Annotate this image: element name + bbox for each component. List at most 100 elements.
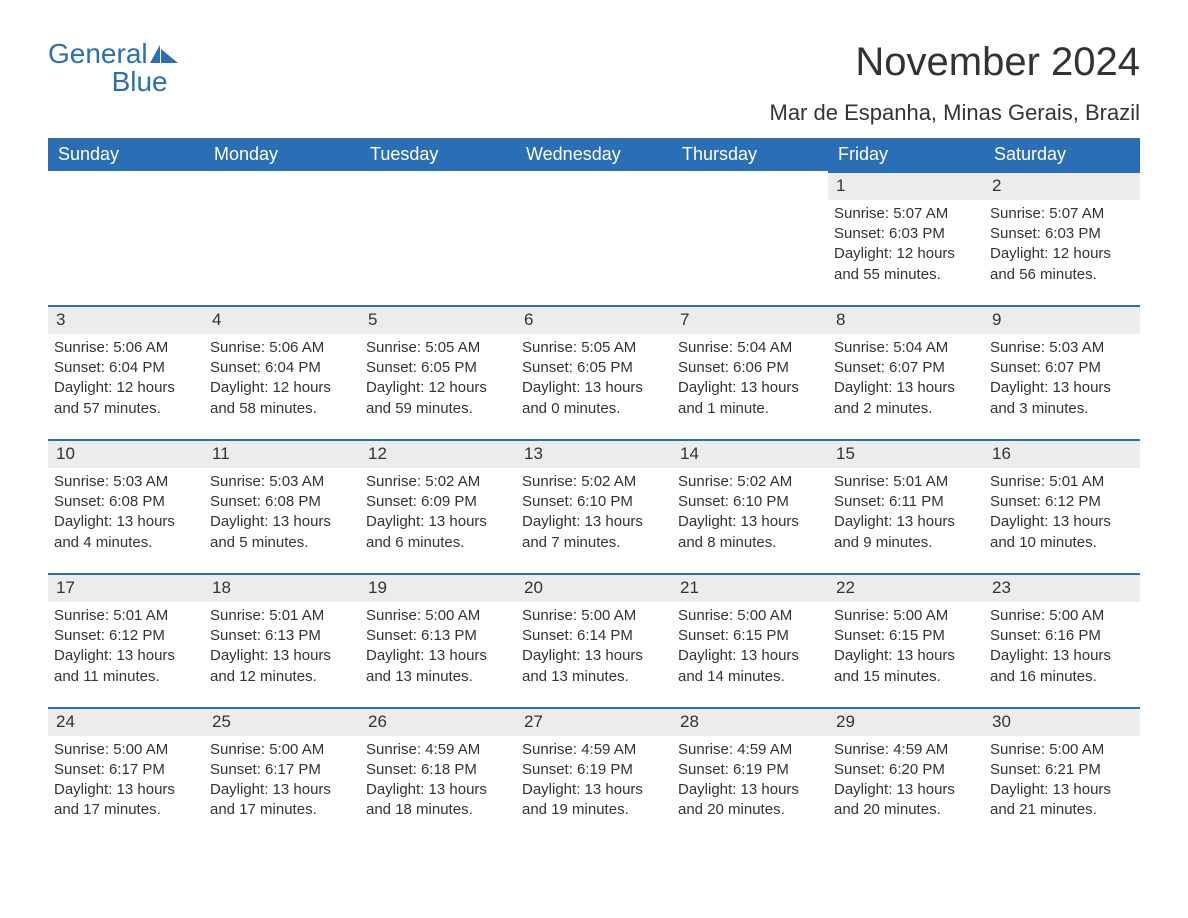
daylight-text: Daylight: 13 hours and 14 minutes. bbox=[678, 646, 822, 687]
calendar-day-cell bbox=[360, 171, 516, 305]
calendar-day-cell: 29 Sunrise: 4:59 AMSunset: 6:20 PMDayligh… bbox=[828, 707, 984, 841]
day-number: 21 bbox=[672, 573, 828, 602]
sunrise-text: Sunrise: 5:01 AM bbox=[834, 472, 978, 492]
calendar-day-cell: 3Sunrise: 5:06 AMSunset: 6:04 PMDaylight… bbox=[48, 305, 204, 439]
calendar-day-cell: 16Sunrise: 5:01 AMSunset: 6:12 PMDayligh… bbox=[984, 439, 1140, 573]
daylight-text: Daylight: 12 hours and 56 minutes. bbox=[990, 244, 1134, 285]
calendar-day-cell: 24Sunrise: 5:00 AMSunset: 6:17 PMDayligh… bbox=[48, 707, 204, 841]
sunset-text: Sunset: 6:11 PM bbox=[834, 492, 978, 512]
daylight-text: Daylight: 12 hours and 59 minutes. bbox=[366, 378, 510, 419]
daylight-text: Daylight: 13 hours and 9 minutes. bbox=[834, 512, 978, 553]
calendar-day-cell: 26Sunrise: 4:59 AMSunset: 6:18 PMDayligh… bbox=[360, 707, 516, 841]
sunset-text: Sunset: 6:07 PM bbox=[990, 358, 1134, 378]
day-number: 29 bbox=[828, 707, 984, 736]
daylight-text: Daylight: 13 hours and 2 minutes. bbox=[834, 378, 978, 419]
day-number: 25 bbox=[204, 707, 360, 736]
sunrise-text: Sunrise: 4:59 AM bbox=[834, 740, 978, 760]
daylight-text: Daylight: 13 hours and 3 minutes. bbox=[990, 378, 1134, 419]
day-number: 1 bbox=[828, 171, 984, 200]
calendar-day-cell: 14Sunrise: 5:02 AMSunset: 6:10 PMDayligh… bbox=[672, 439, 828, 573]
day-number: 22 bbox=[828, 573, 984, 602]
calendar-day-cell: 6Sunrise: 5:05 AMSunset: 6:05 PMDaylight… bbox=[516, 305, 672, 439]
sunset-text: Sunset: 6:15 PM bbox=[678, 626, 822, 646]
sunrise-text: Sunrise: 5:02 AM bbox=[522, 472, 666, 492]
sunset-text: Sunset: 6:03 PM bbox=[834, 224, 978, 244]
day-number: 30 bbox=[984, 707, 1140, 736]
day-number: 12 bbox=[360, 439, 516, 468]
daylight-text: Daylight: 13 hours and 17 minutes. bbox=[210, 780, 354, 821]
daylight-text: Daylight: 13 hours and 8 minutes. bbox=[678, 512, 822, 553]
daylight-text: Daylight: 13 hours and 19 minutes. bbox=[522, 780, 666, 821]
calendar-day-cell: 12Sunrise: 5:02 AMSunset: 6:09 PMDayligh… bbox=[360, 439, 516, 573]
day-number: 15 bbox=[828, 439, 984, 468]
sunset-text: Sunset: 6:20 PM bbox=[834, 760, 978, 780]
sunrise-text: Sunrise: 4:59 AM bbox=[366, 740, 510, 760]
sunset-text: Sunset: 6:17 PM bbox=[210, 760, 354, 780]
calendar-day-cell: 7Sunrise: 5:04 AMSunset: 6:06 PMDaylight… bbox=[672, 305, 828, 439]
day-number: 19 bbox=[360, 573, 516, 602]
daylight-text: Daylight: 12 hours and 58 minutes. bbox=[210, 378, 354, 419]
daylight-text: Daylight: 13 hours and 7 minutes. bbox=[522, 512, 666, 553]
page-title: November 2024 bbox=[855, 40, 1140, 85]
sunset-text: Sunset: 6:06 PM bbox=[678, 358, 822, 378]
sunrise-text: Sunrise: 5:07 AM bbox=[834, 204, 978, 224]
calendar-day-cell: 15 Sunrise: 5:01 AMSunset: 6:11 PMDayligh… bbox=[828, 439, 984, 573]
calendar-day-cell: 28Sunrise: 4:59 AMSunset: 6:19 PMDayligh… bbox=[672, 707, 828, 841]
sunrise-text: Sunrise: 5:00 AM bbox=[54, 740, 198, 760]
daylight-text: Daylight: 13 hours and 20 minutes. bbox=[834, 780, 978, 821]
daylight-text: Daylight: 13 hours and 4 minutes. bbox=[54, 512, 198, 553]
weekday-header: Monday bbox=[204, 138, 360, 171]
day-number: 8 bbox=[828, 305, 984, 334]
calendar-day-cell: 5Sunrise: 5:05 AMSunset: 6:05 PMDaylight… bbox=[360, 305, 516, 439]
day-number: 10 bbox=[48, 439, 204, 468]
sunset-text: Sunset: 6:19 PM bbox=[522, 760, 666, 780]
daylight-text: Daylight: 13 hours and 20 minutes. bbox=[678, 780, 822, 821]
calendar-day-cell bbox=[48, 171, 204, 305]
calendar-day-cell: 1Sunrise: 5:07 AMSunset: 6:03 PMDaylight… bbox=[828, 171, 984, 305]
daylight-text: Daylight: 13 hours and 15 minutes. bbox=[834, 646, 978, 687]
calendar-day-cell: 22 Sunrise: 5:00 AMSunset: 6:15 PMDayligh… bbox=[828, 573, 984, 707]
calendar-day-cell: 18Sunrise: 5:01 AMSunset: 6:13 PMDayligh… bbox=[204, 573, 360, 707]
day-number: 17 bbox=[48, 573, 204, 602]
sunrise-text: Sunrise: 5:00 AM bbox=[522, 606, 666, 626]
sunset-text: Sunset: 6:13 PM bbox=[366, 626, 510, 646]
calendar-day-cell: 8Sunrise: 5:04 AMSunset: 6:07 PMDaylight… bbox=[828, 305, 984, 439]
sunset-text: Sunset: 6:15 PM bbox=[834, 626, 978, 646]
calendar-day-cell: 4Sunrise: 5:06 AMSunset: 6:04 PMDaylight… bbox=[204, 305, 360, 439]
sunset-text: Sunset: 6:04 PM bbox=[210, 358, 354, 378]
day-number: 28 bbox=[672, 707, 828, 736]
calendar-week-row: 10Sunrise: 5:03 AMSunset: 6:08 PMDayligh… bbox=[48, 439, 1140, 573]
sunset-text: Sunset: 6:21 PM bbox=[990, 760, 1134, 780]
calendar-day-cell bbox=[204, 171, 360, 305]
daylight-text: Daylight: 12 hours and 57 minutes. bbox=[54, 378, 198, 419]
calendar-day-cell: 10Sunrise: 5:03 AMSunset: 6:08 PMDayligh… bbox=[48, 439, 204, 573]
daylight-text: Daylight: 13 hours and 11 minutes. bbox=[54, 646, 198, 687]
weekday-header: Sunday bbox=[48, 138, 204, 171]
calendar-day-cell: 25Sunrise: 5:00 AMSunset: 6:17 PMDayligh… bbox=[204, 707, 360, 841]
sunrise-text: Sunrise: 5:00 AM bbox=[834, 606, 978, 626]
daylight-text: Daylight: 13 hours and 13 minutes. bbox=[366, 646, 510, 687]
daylight-text: Daylight: 13 hours and 1 minute. bbox=[678, 378, 822, 419]
sunset-text: Sunset: 6:19 PM bbox=[678, 760, 822, 780]
sunset-text: Sunset: 6:12 PM bbox=[54, 626, 198, 646]
calendar-week-row: 3Sunrise: 5:06 AMSunset: 6:04 PMDaylight… bbox=[48, 305, 1140, 439]
sunrise-text: Sunrise: 5:00 AM bbox=[678, 606, 822, 626]
sunrise-text: Sunrise: 5:03 AM bbox=[990, 338, 1134, 358]
sunrise-text: Sunrise: 5:01 AM bbox=[54, 606, 198, 626]
sunrise-text: Sunrise: 5:00 AM bbox=[990, 740, 1134, 760]
weekday-header: Friday bbox=[828, 138, 984, 171]
calendar-week-row: 17Sunrise: 5:01 AMSunset: 6:12 PMDayligh… bbox=[48, 573, 1140, 707]
weekday-header: Tuesday bbox=[360, 138, 516, 171]
sunrise-text: Sunrise: 5:03 AM bbox=[210, 472, 354, 492]
calendar-day-cell: 2Sunrise: 5:07 AMSunset: 6:03 PMDaylight… bbox=[984, 171, 1140, 305]
calendar-day-cell bbox=[516, 171, 672, 305]
day-number: 23 bbox=[984, 573, 1140, 602]
sunset-text: Sunset: 6:16 PM bbox=[990, 626, 1134, 646]
daylight-text: Daylight: 13 hours and 10 minutes. bbox=[990, 512, 1134, 553]
calendar-day-cell: 11Sunrise: 5:03 AMSunset: 6:08 PMDayligh… bbox=[204, 439, 360, 573]
calendar-day-cell: 13Sunrise: 5:02 AMSunset: 6:10 PMDayligh… bbox=[516, 439, 672, 573]
calendar-day-cell: 17 Sunrise: 5:01 AMSunset: 6:12 PMDayligh… bbox=[48, 573, 204, 707]
sunrise-text: Sunrise: 5:05 AM bbox=[366, 338, 510, 358]
sunrise-text: Sunrise: 5:01 AM bbox=[990, 472, 1134, 492]
daylight-text: Daylight: 13 hours and 0 minutes. bbox=[522, 378, 666, 419]
